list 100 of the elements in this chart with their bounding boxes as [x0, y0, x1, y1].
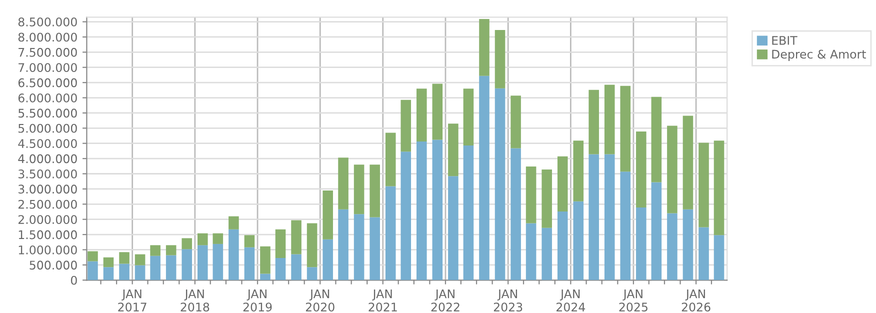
- x-tick-label: JAN 2018: [180, 290, 210, 312]
- bar: [291, 220, 302, 254]
- bar: [134, 254, 146, 266]
- legend-label: Deprec & Amort: [772, 50, 866, 61]
- x-tick-label: JAN 2025: [619, 290, 648, 312]
- bar: [432, 84, 443, 140]
- y-tick-label: 6.500.000: [18, 78, 77, 88]
- bar: [604, 84, 615, 154]
- bar: [182, 249, 192, 280]
- y-tick-label: 4.000.000: [18, 154, 77, 164]
- x-tick-label: JAN 2020: [306, 290, 334, 312]
- bar: [463, 88, 474, 146]
- y-tick-label: 3.500.000: [18, 169, 77, 178]
- bar: [212, 233, 224, 244]
- bar: [494, 30, 506, 88]
- bar: [228, 229, 239, 280]
- bar: [103, 257, 114, 268]
- bar: [400, 100, 412, 152]
- bar: [103, 267, 114, 280]
- bar: [338, 209, 348, 280]
- bar: [667, 213, 678, 280]
- bar: [682, 116, 694, 210]
- bar: [588, 154, 599, 280]
- bar: [228, 216, 239, 230]
- bar: [244, 235, 255, 248]
- bar: [620, 86, 631, 172]
- x-tick-label: JAN 2021: [368, 290, 397, 312]
- bar: [416, 88, 427, 142]
- y-tick-label: 4.500.000: [18, 139, 77, 148]
- bar: [182, 238, 192, 250]
- y-tick-label: 5.500.000: [18, 108, 77, 118]
- bar: [322, 190, 333, 240]
- bar: [573, 201, 584, 280]
- bar: [526, 223, 536, 280]
- x-tick-label: JAN 2019: [243, 290, 272, 312]
- bar: [714, 235, 724, 280]
- y-tick-label: 8.000.000: [18, 32, 77, 42]
- x-tick-label: JAN 2026: [682, 290, 710, 312]
- bar: [291, 254, 302, 280]
- bar: [119, 252, 130, 264]
- bar: [636, 207, 646, 280]
- x-tick-label: JAN 2022: [431, 290, 460, 312]
- y-tick-label: 5.000.000: [18, 124, 77, 133]
- legend-label: EBIT: [772, 36, 798, 45]
- y-tick-label: 3.000.000: [18, 184, 77, 194]
- bar: [385, 186, 396, 280]
- y-tick-label: 7.500.000: [18, 48, 77, 57]
- bar: [432, 140, 443, 280]
- y-tick-label: 0: [70, 276, 77, 285]
- bar: [198, 245, 208, 280]
- bar: [306, 267, 318, 280]
- bar: [542, 228, 552, 280]
- bar: [588, 90, 599, 154]
- bar: [244, 247, 255, 280]
- bar: [510, 148, 521, 280]
- bar: [557, 156, 568, 212]
- bar: [198, 233, 208, 246]
- bar: [620, 172, 631, 280]
- bar: [354, 214, 364, 280]
- y-tick-label: 7.000.000: [18, 63, 77, 72]
- bar: [542, 169, 552, 228]
- y-tick-label: 2.000.000: [18, 215, 77, 224]
- y-tick-label: 2.500.000: [18, 200, 77, 209]
- bar: [150, 256, 160, 280]
- bar: [479, 19, 490, 76]
- bar: [479, 76, 490, 280]
- bar: [134, 265, 146, 280]
- bar: [150, 245, 160, 256]
- y-tick-label: 6.000.000: [18, 93, 77, 102]
- bar: [88, 261, 98, 280]
- bar: [636, 132, 646, 208]
- bar: [370, 164, 380, 218]
- bar: [338, 158, 348, 210]
- bar: [651, 182, 662, 280]
- bar: [354, 164, 364, 214]
- bar: [604, 154, 615, 280]
- bar: [557, 211, 568, 280]
- bar: [306, 223, 318, 268]
- bar: [119, 264, 130, 280]
- bar: [166, 255, 176, 280]
- bar: [463, 145, 474, 280]
- bar: [260, 274, 270, 280]
- y-tick-label: 8.500.000: [18, 18, 77, 26]
- bar: [275, 258, 286, 280]
- bar: [166, 245, 176, 256]
- bar: [651, 96, 662, 182]
- bar: [448, 176, 458, 280]
- x-tick-label: JAN 2023: [494, 290, 522, 312]
- bar: [275, 229, 286, 258]
- bar: [698, 142, 709, 228]
- bar: [416, 142, 427, 280]
- x-tick-label: JAN 2024: [556, 290, 586, 312]
- x-tick-label: JAN 2017: [118, 290, 146, 312]
- bar: [400, 152, 412, 280]
- bar: [682, 209, 694, 280]
- y-tick-label: 1.000.000: [18, 245, 77, 254]
- y-tick-label: 500.000: [30, 260, 77, 270]
- bar: [494, 88, 506, 280]
- bar: [385, 132, 396, 186]
- bar: [698, 227, 709, 280]
